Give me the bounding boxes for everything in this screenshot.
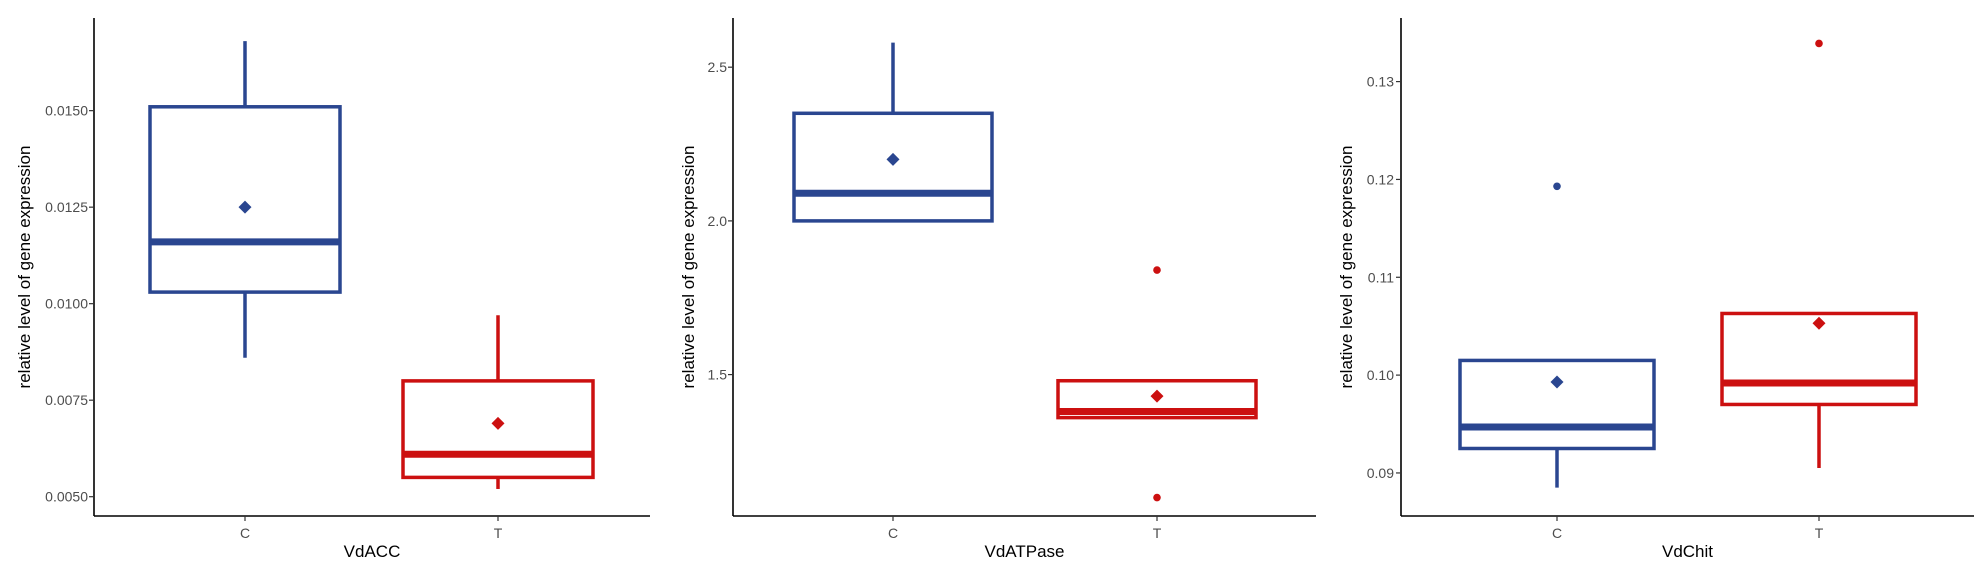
y-tick-label: 0.13: [1367, 74, 1394, 90]
box-C: [148, 41, 342, 358]
x-axis-label: VdChit: [1662, 542, 1713, 561]
box-C: [1458, 182, 1656, 488]
box-T: [1720, 39, 1918, 469]
y-tick-label: 0.10: [1367, 367, 1394, 383]
box-T: [1056, 266, 1258, 502]
mean-marker: [238, 200, 252, 214]
y-tick-label: 0.11: [1368, 269, 1394, 285]
x-tick-label: C: [888, 525, 898, 541]
box-iqr: [1720, 311, 1918, 407]
box-iqr: [401, 379, 595, 480]
y-tick-label: 0.09: [1367, 465, 1394, 481]
mean-marker: [491, 416, 505, 430]
chart-panel-2: 1.5 2.0 2.5 C T VdATPase relative level of gen…: [679, 18, 1316, 561]
x-axis-label: VdATPase: [984, 542, 1064, 561]
mean-marker: [886, 152, 900, 166]
x-tick-label: T: [1815, 525, 1824, 541]
mean-marker: [1150, 389, 1164, 403]
outlier-point: [1153, 266, 1161, 274]
y-tick-label: 0.0100: [45, 296, 88, 312]
box-iqr: [792, 111, 994, 223]
y-axis-label: relative level of gene expression: [679, 146, 698, 389]
x-tick-label: T: [494, 525, 503, 541]
mean-marker: [1550, 375, 1564, 389]
y-tick-label: 0.12: [1367, 171, 1394, 187]
y-tick-label: 0.0050: [45, 489, 88, 505]
x-tick-label: C: [1552, 525, 1562, 541]
outlier-point: [1153, 493, 1161, 502]
y-tick-label: 1.5: [708, 367, 728, 383]
x-tick-label: C: [240, 525, 250, 541]
box-iqr: [148, 105, 342, 294]
box-iqr: [1056, 378, 1258, 420]
mean-marker: [1812, 316, 1826, 330]
box-iqr: [1458, 358, 1656, 451]
chart-panel-1: 0.0050 0.0075 0.0100 0.0125 0.0150 C T VdACC rel…: [15, 18, 650, 561]
y-tick-label: 0.0150: [45, 103, 88, 119]
x-axis-label: VdACC: [344, 542, 401, 561]
chart-panel-3: 0.09 0.10 0.11 0.12 0.13 C T VdChit relative lev…: [1337, 18, 1974, 561]
y-axis-label: relative level of gene expression: [1337, 146, 1356, 389]
box-C: [792, 42, 994, 223]
y-axis-label: relative level of gene expression: [15, 146, 34, 389]
x-tick-label: T: [1153, 525, 1162, 541]
y-tick-label: 0.0125: [45, 199, 88, 215]
y-tick-label: 2.5: [708, 59, 728, 75]
outlier-point: [1815, 39, 1823, 48]
y-tick-label: 2.0: [708, 213, 728, 229]
box-T: [401, 315, 595, 489]
y-tick-label: 0.0075: [45, 392, 88, 408]
outlier-point: [1553, 182, 1561, 191]
